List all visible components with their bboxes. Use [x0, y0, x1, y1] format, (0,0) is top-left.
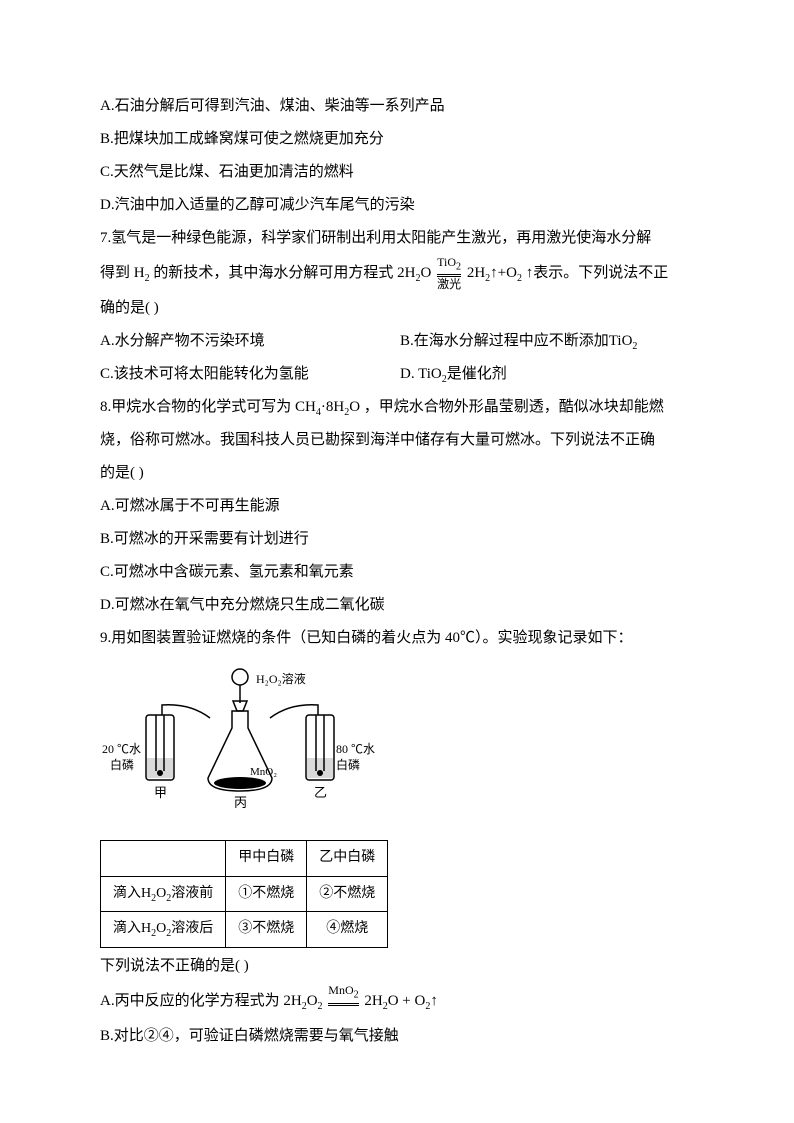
q7-opt-a: A.水分解产物不污染环境: [100, 325, 400, 358]
table-row1-label: 滴入H2O2溶液前: [101, 876, 226, 912]
opt-c: C.天然气是比煤、石油更加清洁的燃料: [100, 156, 694, 189]
q8-stem-2: 烧，俗称可燃冰。我国科技人员已勘探到海洋中储存有大量可燃冰。下列说法不正确: [100, 424, 694, 457]
opt-a: A.石油分解后可得到汽油、煤油、柴油等一系列产品: [100, 90, 694, 123]
table-r2c1: ③不燃烧: [226, 912, 307, 948]
table-col2: 乙中白磷: [307, 840, 388, 876]
label-bing: 丙: [234, 795, 247, 810]
label-left-p: 白磷: [110, 757, 134, 772]
q7-options-row2: C.该技术可将太阳能转化为氢能 D. TiO2是催化剂: [100, 358, 694, 391]
q7-stem-3: 确的是( ): [100, 292, 694, 325]
q8-8h2o: 8H2O: [326, 399, 360, 415]
label-right-temp: 80 ℃水: [336, 742, 375, 756]
q7-options-row1: A.水分解产物不污染环境 B.在海水分解过程中应不断添加TiO2: [100, 325, 694, 358]
q7-stem2-post: ↑表示。下列说法不正: [526, 265, 669, 281]
table-row: 滴入H2O2溶液后 ③不燃烧 ④燃烧: [101, 912, 388, 948]
q8-opt-b: B.可燃冰的开采需要有计划进行: [100, 523, 694, 556]
q9-opt-a: A.丙中反应的化学方程式为 2H2O2 MnO2 2H2O + O2↑: [100, 983, 694, 1020]
label-h2o2: H₂O₂溶液: [256, 671, 306, 686]
q9-table: 甲中白磷 乙中白磷 滴入H2O2溶液前 ①不燃烧 ②不燃烧 滴入H2O2溶液后 …: [100, 840, 388, 948]
q7-eq-right: 2H2↑+O2: [467, 265, 522, 281]
table-row: 滴入H2O2溶液前 ①不燃烧 ②不燃烧: [101, 876, 388, 912]
q8-opt-a: A.可燃冰属于不可再生能源: [100, 490, 694, 523]
q9-opt-b: B.对比②④，可验证白磷燃烧需要与氧气接触: [100, 1020, 694, 1053]
q7-stem2-pre: 得到: [100, 265, 130, 281]
q7-stem2-mid: 的新技术，其中海水分解可用方程式: [153, 265, 393, 281]
q7-opt-b: B.在海水分解过程中应不断添加TiO2: [400, 325, 694, 358]
q9-stem: 9.用如图装置验证燃烧的条件（已知白磷的着火点为 40℃）。实验现象记录如下：: [100, 622, 694, 655]
table-r1c1: ①不燃烧: [226, 876, 307, 912]
table-r2c2: ④燃烧: [307, 912, 388, 948]
q9-apparatus-diagram: H₂O₂溶液 MnO₂ 丙 20 ℃水 白磷 甲 80 ℃水 白磷 乙: [100, 663, 694, 836]
label-left-temp: 20 ℃水: [102, 742, 141, 756]
label-right-p: 白磷: [336, 757, 360, 772]
q8-ch4: CH4: [295, 399, 321, 415]
q7-stem-2: 得到 H2 的新技术，其中海水分解可用方程式 2H2O TiO2 激光 2H2↑…: [100, 255, 694, 292]
q7-eq-cond: TiO2 激光: [437, 255, 461, 292]
label-yi: 乙: [314, 785, 327, 800]
table-col1: 甲中白磷: [226, 840, 307, 876]
table-row: 甲中白磷 乙中白磷: [101, 840, 388, 876]
q7-h2: H2: [134, 265, 150, 281]
opt-d: D.汽油中加入适量的乙醇可减少汽车尾气的污染: [100, 189, 694, 222]
q7-eq-left: 2H2O: [397, 265, 431, 281]
apparatus-svg: H₂O₂溶液 MnO₂ 丙 20 ℃水 白磷 甲 80 ℃水 白磷 乙: [100, 663, 380, 823]
q8-opt-c: C.可燃冰中含碳元素、氢元素和氧元素: [100, 556, 694, 589]
q9-optA-right: 2H2O + O2↑: [364, 993, 437, 1009]
q9-optA-cond: MnO2: [328, 983, 358, 1020]
label-mno2: MnO₂: [250, 766, 277, 778]
q7-opt-d: D. TiO2是催化剂: [400, 358, 694, 391]
q9-optA-left: 2H2O2: [283, 993, 322, 1009]
q8-stem-1: 8.甲烷水合物的化学式可写为 CH4·8H2O ，甲烷水合物外形晶莹剔透，酷似冰…: [100, 391, 694, 424]
opt-b: B.把煤块加工成蜂窝煤可使之燃烧更加充分: [100, 123, 694, 156]
q7-opt-c: C.该技术可将太阳能转化为氢能: [100, 358, 400, 391]
table-cell-empty: [101, 840, 226, 876]
label-jia: 甲: [154, 785, 167, 800]
q8-stem-3: 的是( ): [100, 457, 694, 490]
q7-stem-1: 7.氢气是一种绿色能源，科学家们研制出利用太阳能产生激光，再用激光使海水分解: [100, 222, 694, 255]
table-r1c2: ②不燃烧: [307, 876, 388, 912]
q9-post: 下列说法不正确的是( ): [100, 950, 694, 983]
q8-opt-d: D.可燃冰在氧气中充分燃烧只生成二氧化碳: [100, 589, 694, 622]
table-row2-label: 滴入H2O2溶液后: [101, 912, 226, 948]
